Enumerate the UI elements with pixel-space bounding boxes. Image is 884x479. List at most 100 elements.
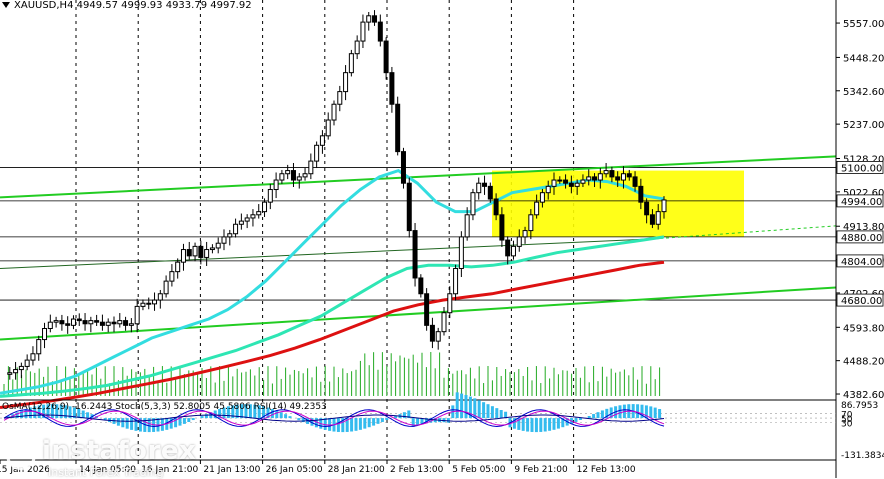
candle-body bbox=[377, 21, 383, 42]
candle-body bbox=[99, 321, 105, 326]
candle-body bbox=[186, 249, 192, 257]
dropdown-icon[interactable] bbox=[2, 2, 10, 8]
candle-body bbox=[534, 201, 540, 216]
price-level-label: 5100.00 bbox=[841, 163, 882, 174]
candle-body bbox=[453, 267, 459, 295]
time-tick-label: 21 Jan 13:00 bbox=[203, 465, 260, 475]
candle-body bbox=[256, 211, 262, 216]
candle-body bbox=[175, 261, 181, 273]
candle-body bbox=[482, 182, 488, 187]
candle-body bbox=[493, 198, 499, 216]
candle-body bbox=[285, 170, 291, 175]
candle-body bbox=[238, 220, 244, 225]
candle-body bbox=[389, 72, 395, 105]
candle-body bbox=[476, 182, 482, 194]
candle-body bbox=[302, 173, 308, 178]
candle-body bbox=[244, 217, 250, 222]
candle-body bbox=[429, 324, 435, 342]
instaforex-logo-icon bbox=[6, 439, 36, 470]
candle-body bbox=[250, 214, 256, 219]
price-level-label: 4880.00 bbox=[841, 233, 882, 244]
oscillator-scale-label: -131.3834 bbox=[841, 451, 884, 461]
ema-mid-line bbox=[0, 235, 665, 398]
candle-body bbox=[620, 173, 626, 181]
price-tick-label: 5022.60 bbox=[843, 188, 884, 199]
candle-body bbox=[487, 185, 493, 200]
candle-body bbox=[13, 369, 19, 374]
candle-body bbox=[279, 173, 285, 181]
candle-body bbox=[586, 176, 592, 181]
candle-body bbox=[626, 173, 632, 178]
candle-body bbox=[128, 323, 134, 326]
candle-body bbox=[632, 176, 638, 187]
candle-body bbox=[644, 201, 650, 216]
price-level-badge bbox=[836, 230, 884, 244]
candle-body bbox=[505, 239, 511, 257]
candle-body bbox=[169, 271, 175, 282]
time-tick-label: 5 Feb 05:00 bbox=[452, 465, 506, 475]
candle-body bbox=[539, 192, 545, 203]
candle-body bbox=[42, 328, 48, 341]
oscillator-scale-label: 30 bbox=[841, 419, 853, 429]
candle-body bbox=[464, 214, 470, 238]
candle-body bbox=[510, 245, 516, 257]
candle-body bbox=[204, 249, 210, 258]
mid-channel-line bbox=[0, 237, 661, 269]
candle-body bbox=[470, 192, 476, 216]
candle-body bbox=[545, 185, 551, 194]
candle-body bbox=[140, 302, 146, 307]
candle-body bbox=[331, 103, 337, 121]
oscillator-header: OsMA(12,26,9) -16.2443 Stoch(5,3,3) 52.8… bbox=[2, 402, 327, 412]
price-level-label: 4994.00 bbox=[841, 197, 882, 208]
chart-header: XAUUSD,H4 4949.57 4999.93 4933.79 4997.9… bbox=[2, 0, 252, 11]
candle-body bbox=[395, 103, 401, 153]
candle-body bbox=[296, 176, 302, 181]
candle-body bbox=[568, 182, 574, 187]
candle-body bbox=[152, 299, 158, 305]
candle-body bbox=[157, 293, 163, 301]
candle-body bbox=[319, 135, 325, 146]
candle-body bbox=[30, 353, 36, 361]
candle-body bbox=[435, 331, 441, 342]
oscillator-scale-label: 50 bbox=[841, 415, 853, 425]
candle-body bbox=[111, 321, 117, 325]
price-level-badge bbox=[836, 254, 884, 268]
candle-body bbox=[7, 372, 13, 375]
lower-channel-line bbox=[0, 286, 837, 341]
candle-body bbox=[267, 189, 273, 203]
candle-body bbox=[609, 170, 615, 178]
candle-body bbox=[580, 179, 586, 184]
candle-body bbox=[615, 176, 621, 181]
candle-body bbox=[528, 214, 534, 232]
candle-body bbox=[233, 223, 239, 235]
brand-name: instaforex bbox=[42, 436, 197, 466]
price-tick-label: 4913.80 bbox=[843, 222, 884, 233]
candle-body bbox=[649, 214, 655, 225]
candle-body bbox=[516, 236, 522, 247]
candle-body bbox=[134, 305, 140, 325]
candle-body bbox=[314, 144, 320, 162]
candle-body bbox=[661, 199, 667, 213]
candle-body bbox=[53, 320, 59, 323]
candle-body bbox=[198, 245, 204, 258]
candle-body bbox=[18, 365, 24, 371]
candle-body bbox=[59, 320, 65, 325]
brand-tagline: Instant Forex Trading bbox=[48, 465, 164, 479]
candle-body bbox=[551, 179, 557, 187]
upper-channel-line bbox=[0, 155, 837, 199]
candle-body bbox=[221, 236, 227, 244]
candle-body bbox=[65, 323, 71, 326]
price-tick-label: 4488.20 bbox=[843, 357, 884, 368]
candle-body bbox=[308, 160, 314, 175]
candle-body bbox=[574, 182, 580, 187]
time-tick-label: 12 Feb 13:00 bbox=[577, 465, 636, 475]
candle-body bbox=[123, 320, 129, 326]
time-tick-label: 26 Jan 05:00 bbox=[266, 465, 323, 475]
price-level-label: 4804.00 bbox=[841, 257, 882, 268]
candle-body bbox=[180, 249, 186, 263]
candle-body bbox=[47, 321, 53, 330]
candle-body bbox=[94, 320, 100, 323]
candle-body bbox=[603, 170, 609, 175]
ema-slow-line bbox=[0, 260, 665, 409]
